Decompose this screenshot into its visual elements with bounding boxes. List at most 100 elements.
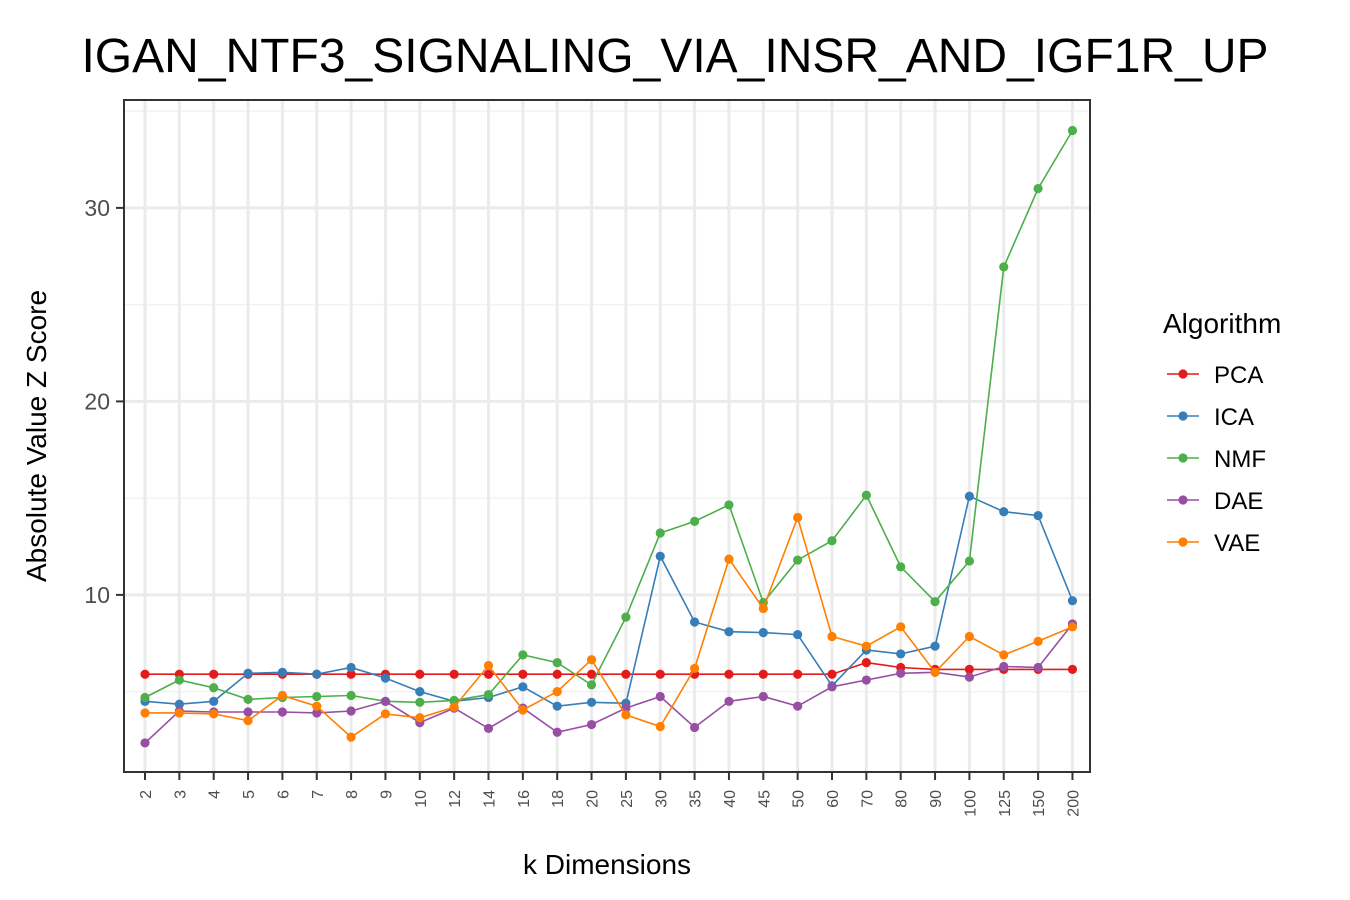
data-point-ica [380,673,391,683]
data-point-nmf [655,528,665,538]
data-point-dae [277,707,287,717]
x-tick-label: 5 [241,790,258,799]
legend: Algorithm PCA ICA NMF DAE VAE [1163,308,1281,557]
data-point-nmf [483,689,494,700]
data-point-dae [861,675,871,685]
x-tick-label: 18 [550,790,567,808]
data-point-vae [586,655,597,665]
x-tick-label: 16 [516,790,533,808]
data-point-pca [861,658,871,668]
x-tick-label: 25 [619,790,636,808]
data-point-nmf [140,692,150,703]
data-point-nmf [415,697,425,707]
data-point-vae [140,708,150,718]
data-point-pca [827,669,837,679]
x-tick-label: 200 [1065,790,1082,817]
series-layer [140,125,1078,748]
data-point-ica [552,701,562,711]
x-tick-label: 100 [962,790,979,817]
data-point-dae [483,723,494,734]
legend-key-point [1178,495,1188,505]
data-point-nmf [930,597,940,607]
data-point-vae [449,702,459,712]
legend-item-nmf: NMF [1167,446,1266,473]
data-point-ica [896,649,906,659]
data-point-dae [793,701,803,711]
data-point-dae [999,661,1009,672]
x-tick-label: 80 [894,790,911,808]
data-point-vae [1033,636,1043,646]
x-tick-label: 4 [207,790,224,799]
series-line-vae [145,514,1073,739]
data-point-vae [518,705,528,715]
data-point-ica [346,662,356,673]
data-point-dae [758,691,768,702]
data-point-dae [243,707,253,717]
data-point-ica [793,629,803,640]
data-point-vae [861,641,871,651]
data-point-dae [1033,662,1043,673]
data-point-ica [174,699,184,709]
legend-label: DAE [1214,488,1263,515]
data-point-ica [518,682,528,692]
data-point-vae [1067,622,1078,632]
legend-item-dae: DAE [1167,488,1263,515]
legend-item-vae: VAE [1167,530,1260,557]
data-point-nmf [174,675,184,685]
data-point-pca [209,669,219,679]
x-tick-label: 10 [413,790,430,808]
legend-key-point [1178,453,1188,463]
data-point-vae [552,687,562,697]
data-point-ica [209,696,219,706]
data-point-nmf [518,650,528,660]
data-point-vae [793,512,803,523]
legend-label: PCA [1214,362,1263,389]
x-axis: 2 3 4 5 6 7 8 9 10 12 14 16 18 20 25 30 35 40 45 50 60 70 80 90… [138,772,1082,817]
data-point-dae [827,682,837,692]
data-point-ica [1033,510,1043,521]
data-point-nmf [861,490,871,500]
data-point-ica [243,668,253,678]
data-point-vae [621,710,631,720]
data-point-pca [140,669,150,679]
data-point-vae [277,690,287,701]
data-point-ica [277,667,287,677]
data-point-ica [758,628,768,638]
data-point-pca [449,669,459,679]
x-tick-label: 90 [928,790,945,808]
plot-background [124,100,1090,772]
data-point-ica [690,617,700,627]
data-point-pca [724,669,734,679]
data-point-vae [209,709,219,719]
x-tick-label: 14 [482,790,499,808]
series-line-dae [144,623,1074,744]
data-point-pca [552,669,562,679]
data-point-vae [896,622,906,632]
data-point-vae [312,701,322,711]
x-tick-label: 3 [172,790,189,799]
data-point-vae [930,667,940,677]
x-tick-label: 12 [447,790,464,808]
data-point-dae [964,672,975,682]
x-tick-label: 45 [756,790,773,808]
data-point-nmf [243,694,253,704]
legend-label: ICA [1214,404,1254,431]
data-point-vae [655,721,665,732]
data-point-vae [243,716,253,726]
data-point-vae [690,663,700,674]
data-point-pca [758,669,768,679]
data-point-ica [1067,596,1078,606]
data-point-nmf [1067,125,1078,136]
data-point-ica [586,697,597,707]
data-point-vae [346,732,356,742]
data-point-vae [999,650,1009,660]
data-point-nmf [964,556,975,566]
data-point-ica [655,551,665,561]
data-point-ica [930,641,940,651]
data-point-dae [690,722,700,733]
data-point-dae [346,706,356,716]
data-point-ica [964,491,975,501]
data-point-nmf [896,562,906,572]
data-point-ica [999,507,1009,517]
legend-item-ica: ICA [1167,404,1254,431]
